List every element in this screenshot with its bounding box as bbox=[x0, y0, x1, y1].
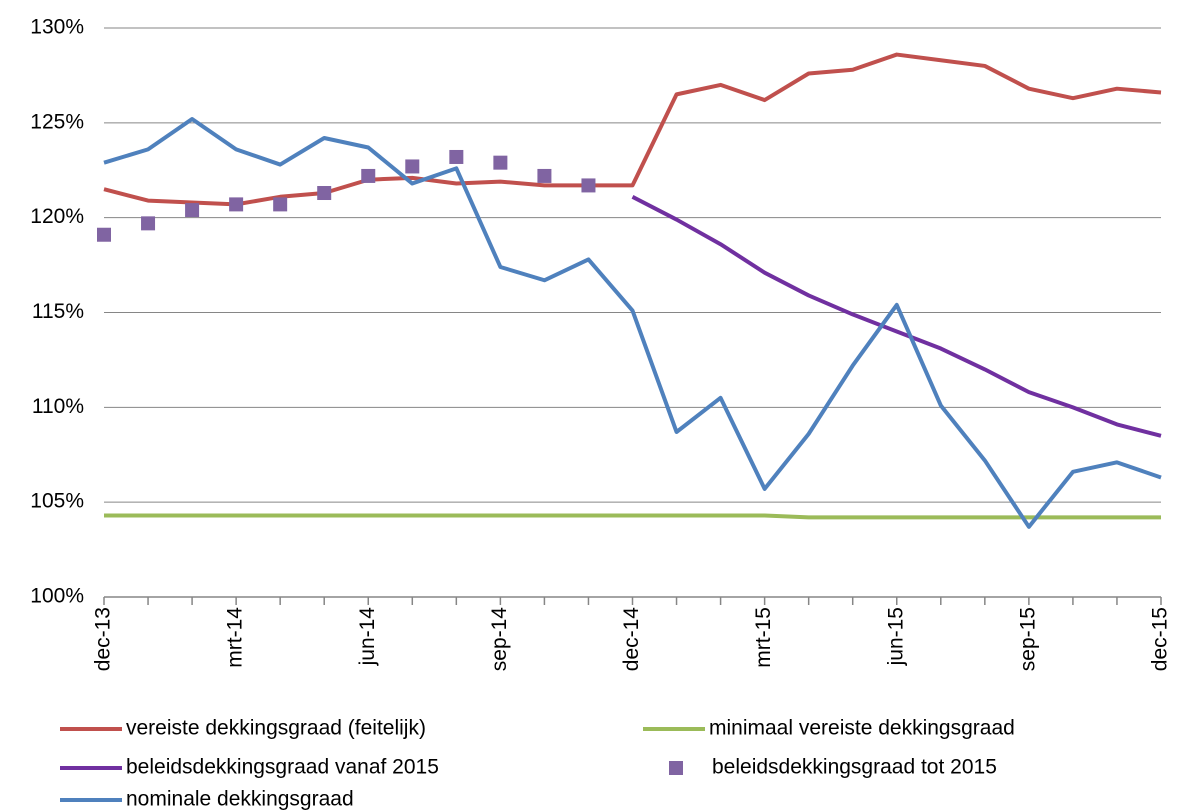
marker bbox=[141, 216, 156, 231]
legend-marker bbox=[669, 761, 683, 775]
y-tick-label: 125% bbox=[30, 110, 84, 133]
marker bbox=[229, 197, 244, 212]
x-tick-label: sep-14 bbox=[488, 607, 511, 672]
x-tick-label: jun-14 bbox=[356, 607, 379, 667]
legend-label: nominale dekkingsgraad bbox=[126, 788, 354, 811]
x-tick-label: dec-14 bbox=[620, 607, 643, 672]
x-tick-label: sep-15 bbox=[1016, 607, 1039, 671]
x-tick-label: mrt-14 bbox=[224, 607, 247, 668]
series-line bbox=[104, 513, 1161, 520]
legend-label: vereiste dekkingsgraad (feitelijk) bbox=[126, 717, 426, 740]
series-line bbox=[103, 117, 1162, 529]
x-tick-label: mrt-15 bbox=[752, 607, 775, 668]
series-line bbox=[631, 195, 1162, 438]
marker bbox=[449, 149, 464, 164]
y-tick-label: 130% bbox=[30, 16, 84, 39]
series-line bbox=[103, 52, 1162, 207]
marker bbox=[97, 227, 111, 242]
marker bbox=[273, 197, 288, 212]
marker bbox=[581, 178, 596, 193]
x-tick-label: dec-15 bbox=[1149, 607, 1172, 671]
y-tick-label: 110% bbox=[32, 395, 84, 418]
legend-label: beleidsdekkingsgraad tot 2015 bbox=[712, 756, 997, 779]
y-tick-label: 100% bbox=[30, 585, 84, 608]
marker bbox=[185, 203, 200, 218]
y-tick-label: 115% bbox=[32, 300, 84, 323]
marker bbox=[405, 159, 420, 174]
marker bbox=[361, 168, 376, 183]
marker bbox=[317, 186, 332, 201]
marker bbox=[493, 155, 508, 170]
marker bbox=[537, 168, 552, 183]
x-tick-label: dec-13 bbox=[92, 607, 115, 671]
y-tick-label: 120% bbox=[30, 205, 84, 228]
x-tick-label: jun-15 bbox=[884, 607, 907, 666]
legend-label: beleidsdekkingsgraad vanaf 2015 bbox=[126, 756, 439, 779]
legend-label: minimaal vereiste dekkingsgraad bbox=[709, 717, 1015, 740]
y-tick-label: 105% bbox=[30, 490, 84, 513]
